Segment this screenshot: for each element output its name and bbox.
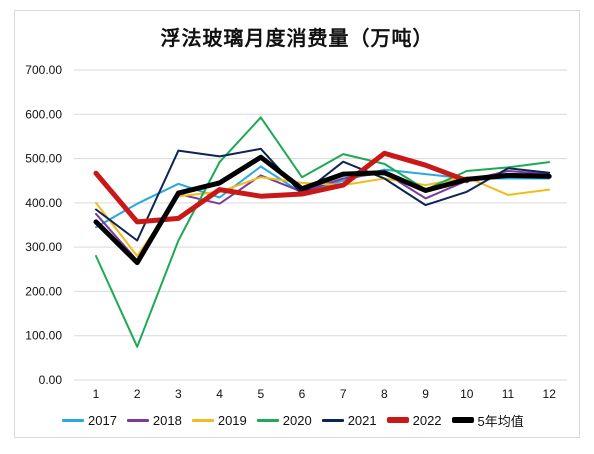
- y-axis-tick-labels: 0.00 100.00 200.00 300.00 400.00 500.00 600.00…: [25, 63, 62, 387]
- chart-legend: 2017 2018 2019 2020 2021 2022 5年均值: [62, 409, 582, 431]
- legend-swatch: [386, 417, 409, 423]
- x-tick-label: 2: [134, 387, 141, 401]
- chart-title: 浮法玻璃月度消费量（万吨）: [160, 26, 434, 50]
- grid-lines: [74, 69, 567, 381]
- x-tick-label: 5: [257, 387, 264, 401]
- y-tick-label: 100.00: [25, 329, 62, 343]
- legend-item: 2021: [321, 412, 377, 428]
- legend-item: 2020: [256, 412, 312, 428]
- y-tick-label: 600.00: [25, 107, 62, 121]
- x-tick-label: 3: [175, 387, 182, 401]
- legend-swatch: [126, 418, 149, 422]
- legend-label: 2020: [282, 412, 312, 428]
- y-tick-label: 700.00: [25, 63, 62, 77]
- legend-label: 2022: [412, 412, 442, 428]
- y-tick-label: 500.00: [25, 152, 62, 166]
- legend-item: 5年均值: [451, 411, 524, 430]
- legend-swatch: [62, 418, 84, 422]
- legend-label: 2018: [152, 412, 182, 428]
- legend-item: 2019: [191, 412, 247, 428]
- y-tick-label: 200.00: [25, 284, 62, 298]
- legend-swatch: [451, 417, 474, 423]
- x-tick-label: 12: [543, 387, 557, 401]
- series-line-2021: [95, 147, 551, 242]
- x-tick-label: 8: [381, 387, 388, 401]
- legend-item: 2017: [62, 413, 117, 428]
- legend-label: 2017: [88, 412, 117, 428]
- legend-swatch: [321, 418, 344, 422]
- y-tick-label: 300.00: [25, 240, 62, 254]
- y-tick-label: 400.00: [25, 196, 62, 210]
- x-tick-label: 6: [299, 387, 306, 401]
- x-tick-label: 4: [216, 387, 223, 401]
- series-line-2022: [93, 150, 470, 225]
- legend-item: 2018: [126, 412, 182, 428]
- legend-label: 2019: [217, 412, 247, 428]
- legend-swatch: [256, 418, 279, 422]
- series-line-2020: [95, 116, 551, 348]
- legend-item: 2022: [386, 412, 442, 428]
- chart-frame: [14, 10, 580, 438]
- x-tick-label: 10: [460, 387, 474, 401]
- x-axis-tick-labels: 1 2 3 4 5 6 7 8 9 10 11 12: [93, 387, 557, 401]
- series-line-5年均值: [93, 154, 552, 266]
- x-tick-label: 11: [502, 387, 515, 401]
- legend-label: 2021: [347, 412, 377, 428]
- series-lines: [93, 116, 552, 348]
- x-tick-label: 1: [93, 387, 100, 401]
- y-tick-label: 0.00: [39, 373, 63, 387]
- x-tick-label: 7: [340, 387, 347, 401]
- legend-swatch: [191, 418, 214, 422]
- legend-label: 5年均值: [477, 413, 524, 429]
- x-tick-label: 9: [422, 387, 429, 401]
